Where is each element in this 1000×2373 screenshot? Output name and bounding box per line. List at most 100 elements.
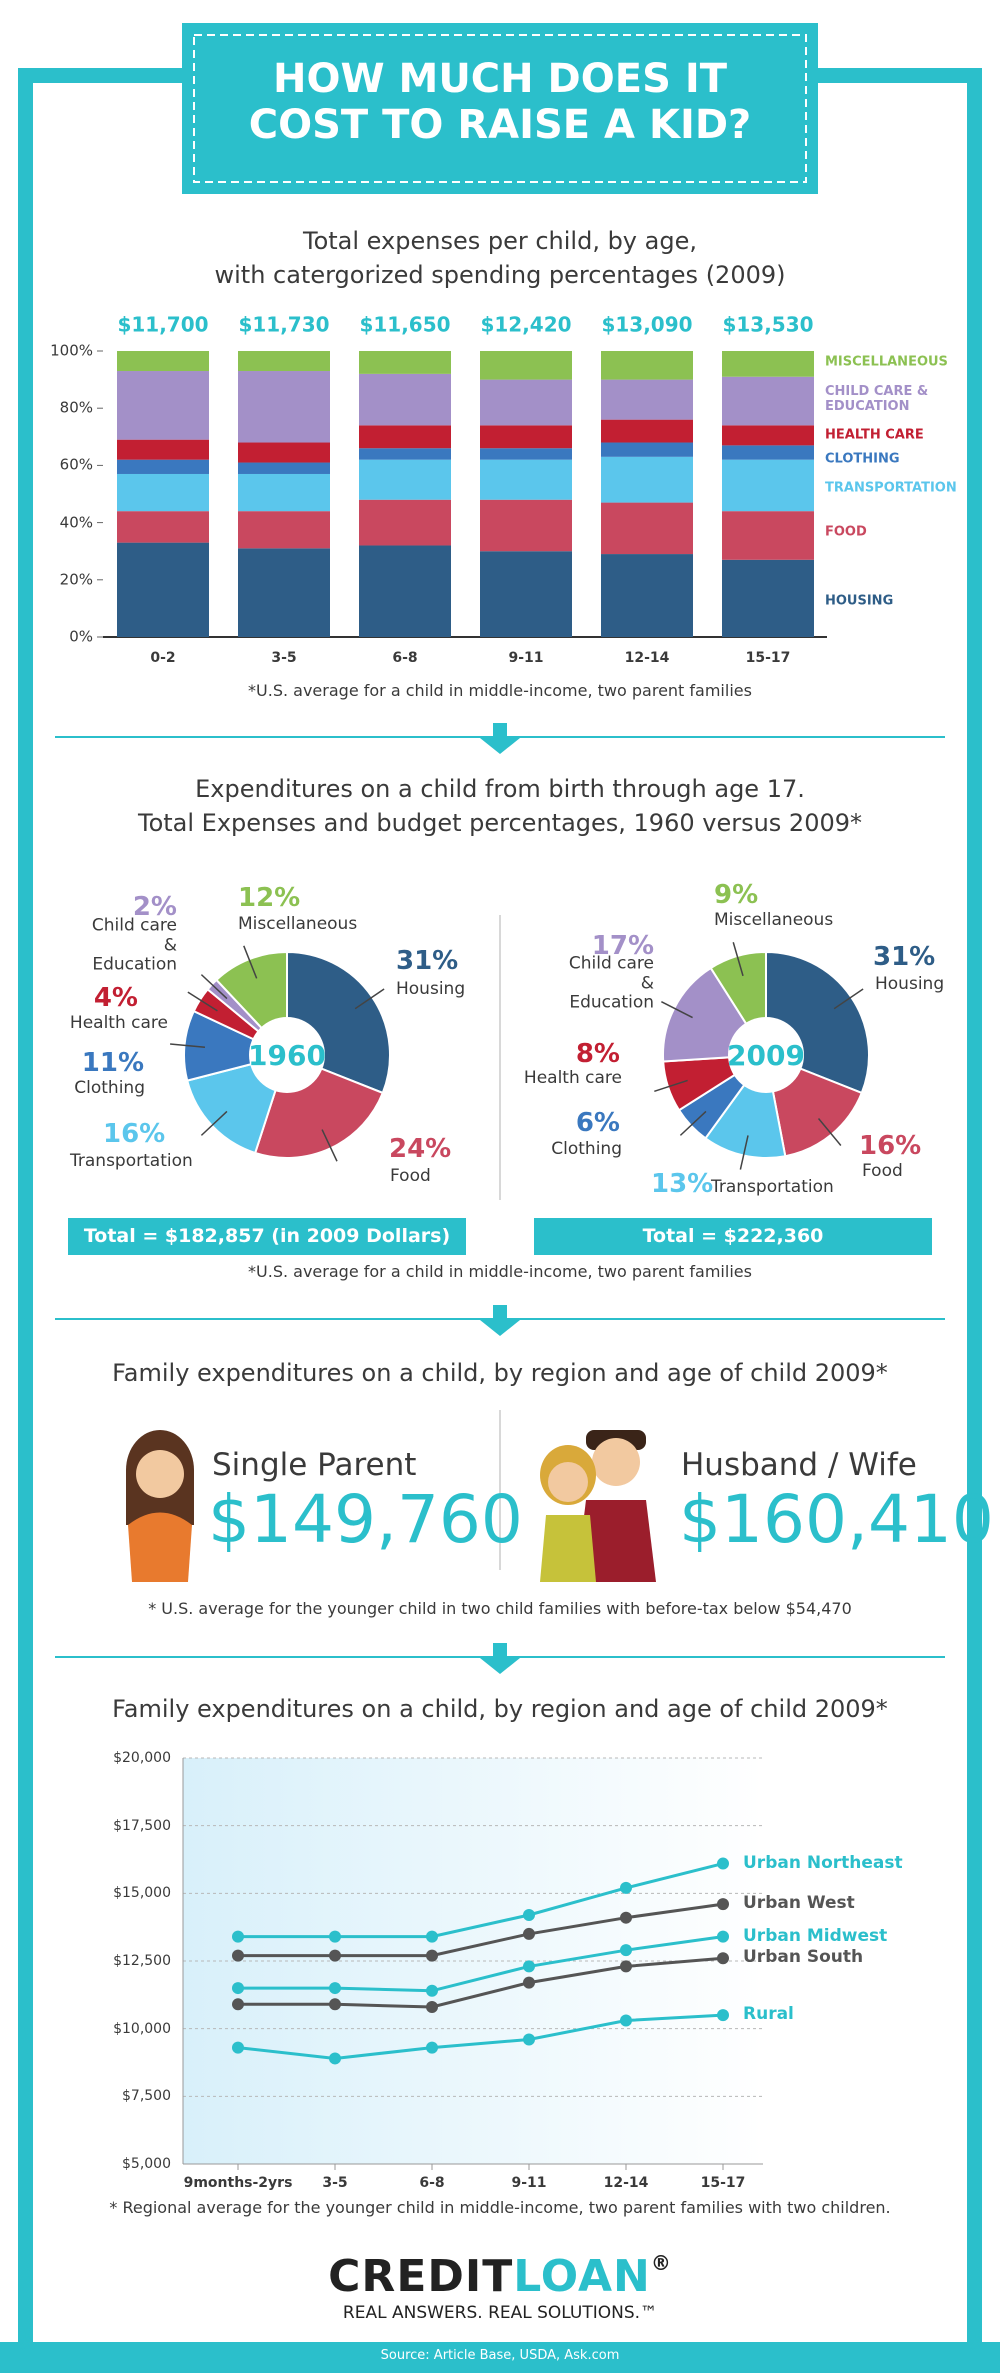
footnote: * U.S. average for the younger child in …	[148, 1599, 852, 1618]
pie-category-label: Child care & Education	[568, 953, 654, 1013]
bar-segment	[601, 456, 693, 503]
series-point	[232, 2041, 244, 2054]
legend-label: HOUSING	[825, 593, 894, 609]
bar-segment	[359, 448, 451, 460]
x-tick-label: 3-5	[322, 2174, 348, 2191]
total-label: $11,730	[238, 312, 330, 337]
footnote: *U.S. average for a child in middle-inco…	[248, 681, 752, 700]
leader-line	[200, 974, 228, 1000]
pie-value-label: 16%	[859, 1131, 922, 1162]
pie-category-label: Housing	[396, 979, 466, 1000]
series-point	[620, 2014, 632, 2027]
total-box	[68, 1218, 466, 1255]
section-title: Family expenditures on a child, by regio…	[112, 1695, 888, 1723]
leader-line	[200, 1110, 228, 1136]
y-tick-label: $10,000	[113, 2020, 171, 2037]
bar-segment	[238, 351, 330, 372]
bar-segment	[480, 551, 572, 637]
y-tick-label: 40%	[59, 512, 93, 531]
bar-segment	[238, 462, 330, 474]
pie-category-label: Health care	[523, 1068, 622, 1089]
bar-segment	[359, 425, 451, 449]
x-tick-label: 9-11	[508, 649, 544, 666]
series-point	[426, 1930, 438, 1943]
total-box	[534, 1218, 932, 1255]
pie-category-label: Miscellaneous	[238, 914, 358, 935]
pie-category-label: Miscellaneous	[714, 910, 834, 931]
frame	[967, 68, 982, 2342]
bar-segment	[359, 373, 451, 426]
leader-line	[170, 1043, 206, 1048]
series-point	[523, 1908, 535, 1921]
section-title: Expenditures on a child from birth throu…	[195, 775, 805, 803]
series-point	[426, 1949, 438, 1962]
y-tick-label: $20,000	[113, 1749, 171, 1766]
y-tick-label: $7,500	[122, 2088, 171, 2105]
series-point	[232, 1930, 244, 1943]
bar-segment	[359, 499, 451, 546]
frame	[18, 68, 188, 83]
pie-value-label: 31%	[396, 946, 459, 977]
series-point	[620, 1911, 632, 1924]
pie-category-label: Food	[390, 1166, 431, 1187]
bar-segment	[722, 351, 814, 377]
pie-category-label: Child care & Education	[91, 915, 177, 975]
footnote: * Regional average for the younger child…	[109, 2198, 891, 2217]
bar-segment	[722, 559, 814, 637]
series-point	[717, 1898, 729, 1911]
bar-segment	[238, 548, 330, 637]
tagline: REAL ANSWERS. REAL SOLUTIONS.™	[342, 2303, 658, 2323]
section-title: Family expenditures on a child, by regio…	[112, 1359, 888, 1387]
bar-segment	[722, 376, 814, 426]
bar-segment	[601, 419, 693, 443]
legend-label: CHILD CARE & EDUCATION	[825, 384, 929, 414]
bar-segment	[480, 379, 572, 426]
series-point	[620, 1944, 632, 1957]
family-label: Husband / Wife	[681, 1447, 917, 1483]
frame	[18, 68, 33, 2342]
series-label: Rural	[743, 2004, 794, 2025]
leader-line	[654, 1079, 688, 1092]
pie-value-label: 16%	[103, 1119, 166, 1150]
x-tick-label: 6-8	[419, 2174, 445, 2191]
bar-segment	[238, 473, 330, 512]
leader-line	[739, 1135, 749, 1170]
legend-label: HEALTH CARE	[825, 427, 924, 443]
series-line	[237, 2013, 724, 2060]
bar-segment	[722, 425, 814, 446]
x-tick-label: 6-8	[392, 649, 418, 666]
bar-segment	[238, 511, 330, 549]
bar-segment	[480, 499, 572, 552]
series-point	[620, 1881, 632, 1894]
bar-segment	[480, 425, 572, 449]
bar-segment	[238, 442, 330, 463]
pie-value-label: 4%	[93, 983, 138, 1014]
bar-segment	[117, 439, 209, 460]
main-title: HOW MUCH DOES IT COST TO RAISE A KID?	[248, 56, 752, 148]
pie-value-label: 17%	[591, 931, 654, 962]
section-subtitle: with catergorized spending percentages (…	[214, 261, 786, 289]
total-label: Total = $222,360	[642, 1225, 824, 1248]
source: Source: Article Base, USDA, Ask.com	[380, 2348, 620, 2363]
total-label: $11,650	[359, 312, 451, 337]
bar-segment	[117, 473, 209, 512]
pie-value-label: 31%	[873, 942, 936, 973]
total-label: Total = $182,857 (in 2009 Dollars)	[83, 1225, 451, 1248]
series-line	[238, 1862, 724, 1939]
x-tick-label: 9-11	[511, 2174, 547, 2191]
bar-segment	[117, 511, 209, 543]
y-tick-label: 80%	[59, 398, 93, 417]
family-label: Single Parent	[212, 1447, 417, 1483]
y-tick-label: 0%	[69, 627, 93, 646]
logo-right: LOAN	[513, 2251, 651, 2302]
series-point	[523, 1927, 535, 1940]
series-point	[426, 2041, 438, 2054]
pie-category-label: Clothing	[551, 1139, 622, 1160]
y-tick-label: $15,000	[113, 1885, 171, 1902]
bar-segment	[601, 502, 693, 555]
series-point	[620, 1960, 632, 1973]
x-tick-label: 15-17	[745, 649, 791, 666]
pie-value-label: 9%	[714, 880, 759, 911]
